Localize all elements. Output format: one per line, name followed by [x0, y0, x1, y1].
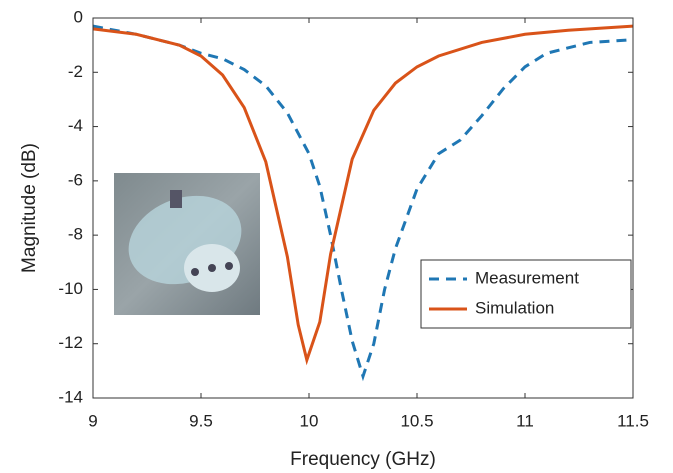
- x-tick-label: 11: [516, 411, 534, 430]
- legend-label: Measurement: [475, 268, 579, 287]
- x-tick-label: 9: [88, 411, 97, 430]
- y-tick-label: -12: [58, 333, 83, 352]
- y-tick-label: -4: [68, 116, 83, 135]
- inset-photo: [114, 173, 260, 315]
- y-tick-label: -10: [58, 279, 83, 298]
- x-tick-label: 9.5: [189, 411, 213, 430]
- line-series: [92, 24, 634, 366]
- x-tick-label: 10: [300, 411, 319, 430]
- x-axis-label: Frequency (GHz): [290, 449, 436, 470]
- x-tick-label: 10.5: [400, 411, 433, 430]
- legend-box: [420, 259, 632, 329]
- x-tick-label: 11.5: [617, 411, 649, 430]
- y-tick-label: -8: [68, 225, 83, 244]
- y-tick-label: 0: [74, 7, 83, 26]
- y-tick-label: -2: [68, 62, 83, 81]
- line-series: [92, 24, 634, 382]
- y-tick-label: -14: [58, 387, 83, 406]
- y-axis-label: Magnitude (dB): [19, 143, 40, 273]
- y-tick-label: -6: [68, 170, 83, 189]
- legend-label: Simulation: [475, 298, 554, 317]
- plot-frame: [92, 17, 634, 399]
